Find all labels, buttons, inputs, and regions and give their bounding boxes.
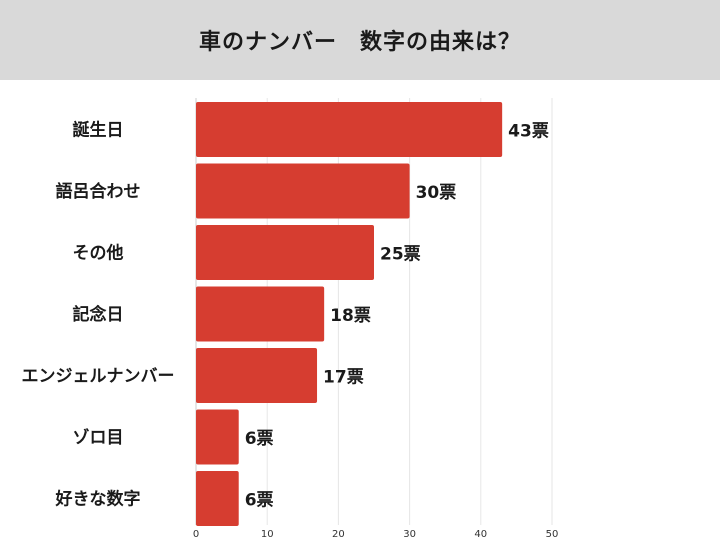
bar — [196, 163, 410, 219]
value-label: 18票 — [330, 306, 371, 326]
value-label: 43票 — [508, 122, 549, 142]
x-tick-label: 50 — [546, 529, 559, 540]
chart-area: 誕生日 43票語呂合わせ 30票その他 25票記念日 18票エンジェルナンバー 17票ゾロ… — [0, 80, 720, 541]
x-tick-label: 0 — [193, 529, 199, 540]
value-label: 25票 — [380, 245, 421, 265]
category-label: 語呂合わせ — [56, 181, 141, 202]
x-tick-label: 30 — [403, 529, 416, 540]
value-label: 30票 — [416, 183, 457, 203]
category-label: ゾロ目 — [73, 428, 124, 448]
category-label: エンジェルナンバー — [22, 367, 175, 387]
value-label: 6票 — [245, 491, 274, 511]
value-label: 6票 — [245, 429, 274, 449]
value-label: 17票 — [323, 368, 364, 388]
bar — [196, 225, 374, 280]
category-label: 誕生日 — [73, 120, 124, 141]
bar — [196, 348, 318, 403]
x-tick-label: 10 — [261, 529, 274, 540]
category-label: 好きな数字 — [55, 489, 141, 510]
category-label: 記念日 — [73, 304, 124, 325]
title-bar: 車のナンバー 数字の由来は？ — [0, 0, 720, 80]
x-tick-label: 40 — [474, 529, 487, 540]
bar — [196, 409, 239, 465]
bar — [196, 102, 503, 157]
bar — [196, 286, 325, 342]
category-label: その他 — [73, 243, 124, 264]
bar — [196, 471, 239, 526]
chart-title: 車のナンバー 数字の由来は？ — [198, 30, 521, 55]
x-tick-label: 20 — [332, 529, 345, 540]
